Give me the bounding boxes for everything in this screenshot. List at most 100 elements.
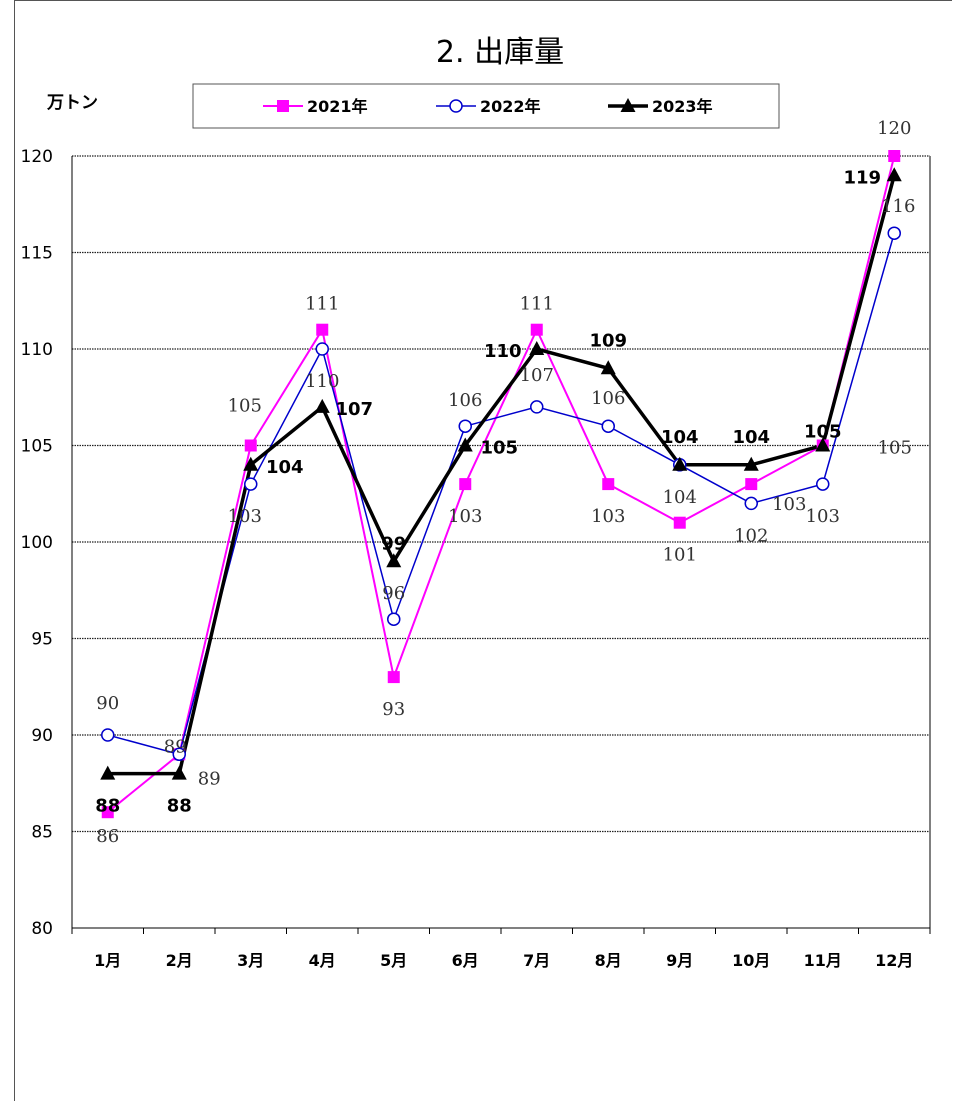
data-label: 111 xyxy=(520,294,554,315)
data-label: 103 xyxy=(228,506,262,527)
data-label: 103 xyxy=(591,506,625,527)
y-tick-label: 80 xyxy=(31,919,53,939)
data-point xyxy=(887,226,901,240)
data-label: 109 xyxy=(589,330,627,351)
data-point xyxy=(243,456,259,471)
data-label: 105 xyxy=(804,422,842,443)
y-tick-label: 105 xyxy=(21,437,53,457)
data-label: 102 xyxy=(734,525,768,546)
x-tick-label: 12月 xyxy=(875,951,913,970)
data-point xyxy=(815,437,831,452)
data-label: 116 xyxy=(881,196,915,217)
data-label: 105 xyxy=(228,396,262,417)
data-label: 107 xyxy=(335,399,373,420)
data-label: 88 xyxy=(167,796,192,817)
data-point xyxy=(888,150,901,162)
data-point xyxy=(244,477,258,491)
data-label: 111 xyxy=(305,294,339,315)
series-line xyxy=(107,232,895,756)
data-point xyxy=(315,342,329,356)
legend-swatch-marker xyxy=(620,98,636,112)
data-point xyxy=(673,516,686,529)
data-label: 104 xyxy=(266,457,304,478)
data-point xyxy=(459,478,472,491)
data-label: 101 xyxy=(663,545,697,566)
x-tick-label: 10月 xyxy=(732,951,770,970)
data-point xyxy=(529,341,545,355)
x-tick-label: 3月 xyxy=(237,951,264,970)
data-label: 120 xyxy=(877,118,911,139)
data-point xyxy=(530,323,543,336)
data-point xyxy=(171,765,187,780)
data-label: 88 xyxy=(95,796,120,817)
data-point xyxy=(172,747,186,762)
data-label: 96 xyxy=(382,583,405,604)
data-point xyxy=(886,167,902,182)
data-label: 103 xyxy=(448,506,482,527)
data-point xyxy=(458,419,472,433)
data-point xyxy=(100,765,116,780)
legend-label: 2021年 xyxy=(307,97,368,116)
x-tick-label: 4月 xyxy=(309,951,336,970)
x-tick-label: 11月 xyxy=(804,951,842,970)
data-label: 103 xyxy=(806,506,840,527)
y-tick-label: 120 xyxy=(21,147,53,167)
data-label: 107 xyxy=(520,365,554,386)
chart-title: 2. 出庫量 xyxy=(436,35,564,70)
data-point xyxy=(101,728,115,742)
x-tick-label: 7月 xyxy=(523,951,550,970)
data-point xyxy=(386,553,402,568)
data-label: 105 xyxy=(480,438,518,459)
y-tick-label: 115 xyxy=(21,244,53,264)
y-tick-label: 85 xyxy=(31,823,53,843)
x-tick-label: 8月 xyxy=(595,951,622,970)
data-point xyxy=(457,437,473,452)
data-label: 90 xyxy=(96,693,119,714)
data-label: 93 xyxy=(382,699,405,720)
data-point xyxy=(600,360,616,375)
data-point xyxy=(602,478,615,491)
y-tick-label: 100 xyxy=(21,533,53,553)
data-label: 110 xyxy=(484,341,522,362)
x-tick-label: 1月 xyxy=(94,951,121,970)
x-tick-label: 2月 xyxy=(166,951,193,970)
data-point xyxy=(743,456,759,471)
legend: 2021年 2022年 2023年 xyxy=(192,83,780,129)
data-label: 104 xyxy=(661,427,699,448)
chart-frame xyxy=(14,0,952,1101)
legend-swatch-marker xyxy=(449,99,463,113)
data-point xyxy=(316,323,329,336)
data-point xyxy=(244,439,257,452)
y-tick-label: 95 xyxy=(31,630,53,650)
x-tick-label: 5月 xyxy=(380,951,407,970)
data-label: 103 xyxy=(772,494,806,515)
data-point xyxy=(101,806,114,819)
data-label: 106 xyxy=(591,388,625,409)
data-point xyxy=(744,496,758,511)
data-point xyxy=(530,400,544,414)
data-label: 89 xyxy=(198,768,221,789)
data-point xyxy=(672,456,688,471)
data-point xyxy=(387,612,401,626)
data-point xyxy=(314,398,330,413)
data-label: 86 xyxy=(96,826,119,847)
legend-swatch-marker xyxy=(277,100,289,112)
data-label: 104 xyxy=(663,487,697,508)
legend-label: 2023年 xyxy=(652,97,713,116)
data-label: 104 xyxy=(732,427,770,448)
data-point xyxy=(816,477,830,491)
y-tick-label: 110 xyxy=(21,340,53,360)
x-tick-label: 6月 xyxy=(452,951,479,970)
data-label: 119 xyxy=(843,167,881,188)
data-point xyxy=(387,671,400,684)
series-line xyxy=(107,174,896,776)
y-tick-label: 90 xyxy=(31,726,53,746)
data-label: 89 xyxy=(164,736,187,757)
data-label: 99 xyxy=(381,533,406,554)
data-point xyxy=(745,478,758,491)
x-tick-label: 9月 xyxy=(666,951,693,970)
data-label: 110 xyxy=(305,371,339,392)
y-axis-unit-label: 万トン xyxy=(46,93,98,113)
data-label: 106 xyxy=(448,390,482,411)
